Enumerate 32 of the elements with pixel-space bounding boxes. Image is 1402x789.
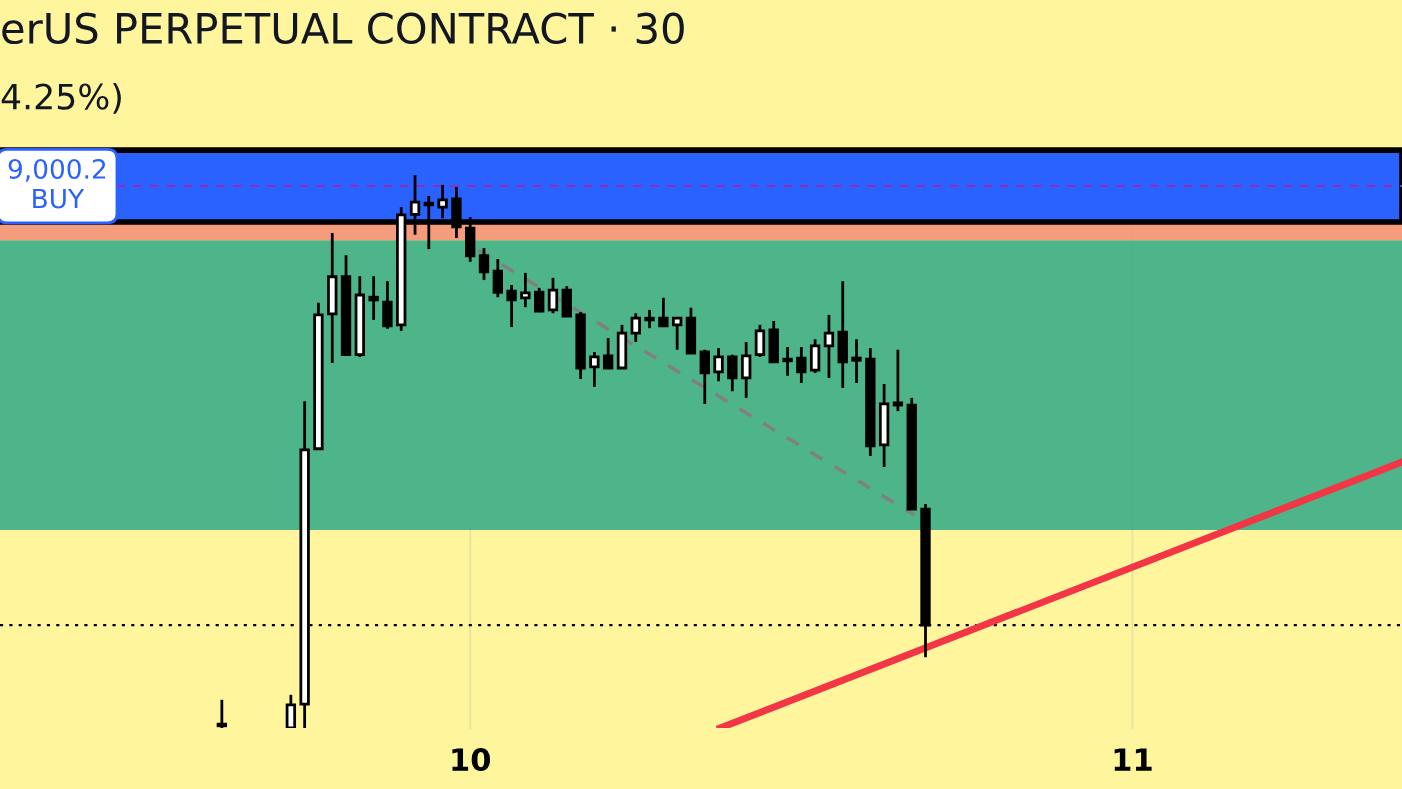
x-tick-label: 10 xyxy=(452,747,490,772)
candlestick xyxy=(602,336,614,370)
candlestick xyxy=(506,283,517,329)
candlestick xyxy=(823,313,835,380)
candlestick xyxy=(478,246,490,282)
candlestick xyxy=(534,286,545,314)
chart-subtitle: 4.25%) xyxy=(1,82,121,114)
candlestick xyxy=(285,693,297,729)
x-tick-label: 11 xyxy=(1114,748,1152,771)
candlestick xyxy=(630,311,641,344)
candlestick xyxy=(437,183,448,220)
chart-title: erUS PERPETUAL CONTRACT · 30 xyxy=(2,12,684,45)
candlestick xyxy=(754,323,766,359)
ref-line-label: 9,000.2 BUY xyxy=(8,158,106,209)
candlestick xyxy=(892,348,904,413)
candlestick xyxy=(589,350,600,389)
candlestick xyxy=(216,698,228,729)
candlestick xyxy=(658,296,669,329)
candlestick xyxy=(740,340,752,400)
candlestick xyxy=(699,348,710,406)
candlestick xyxy=(520,271,531,309)
candlestick xyxy=(796,345,807,385)
candlestick xyxy=(382,279,393,331)
candlestick xyxy=(851,337,862,385)
candlestick xyxy=(727,353,738,393)
candlestick xyxy=(492,257,503,299)
candlestick xyxy=(368,274,379,322)
candlestick xyxy=(782,345,793,378)
candlestick xyxy=(671,315,683,352)
candlestick xyxy=(644,308,655,330)
candlestick xyxy=(713,346,724,383)
candlestick xyxy=(547,276,559,315)
